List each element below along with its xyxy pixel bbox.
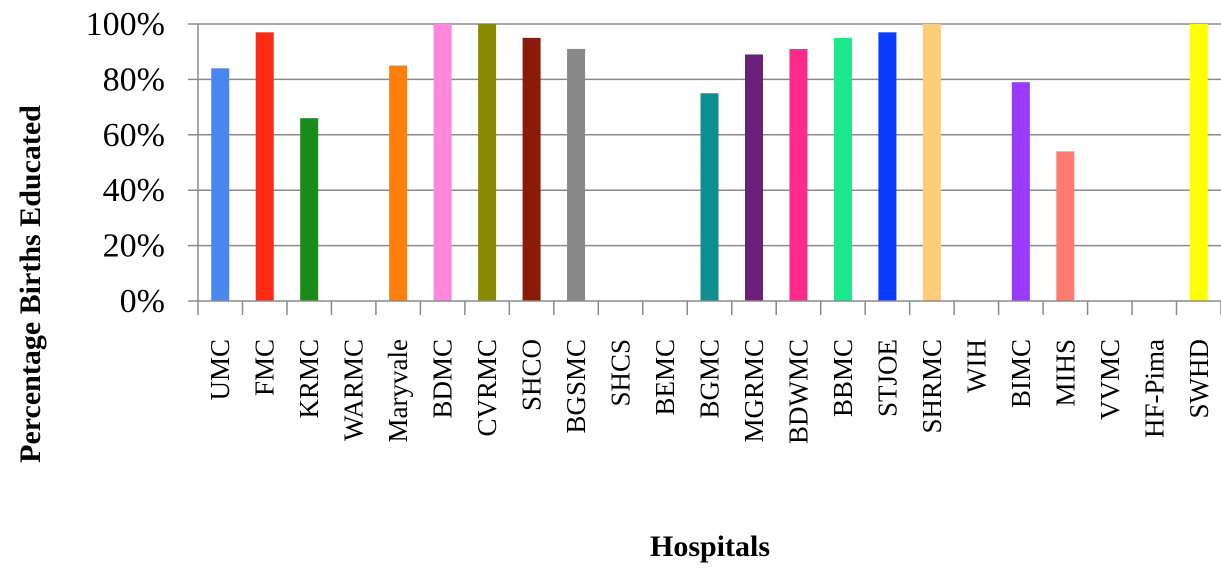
y-tick-labels: 0% 20% 40% 60% 80% 100% [86, 6, 165, 320]
x-tick-label: UMC [205, 339, 235, 401]
bar [1189, 24, 1208, 301]
x-tick-label: WIH [961, 339, 991, 393]
x-tick-label: KRMC [294, 339, 324, 419]
bar [878, 32, 897, 302]
x-tick-label: BBMC [828, 339, 858, 417]
x-tick-label: SHRMC [917, 339, 947, 434]
bar [700, 93, 719, 301]
y-tick-label: 20% [103, 228, 165, 265]
y-tick-label: 0% [120, 283, 165, 320]
x-tick-label: CVRMC [472, 339, 502, 437]
bar [478, 24, 497, 301]
x-tick-label: SHCS [606, 339, 636, 407]
x-tick-label: BGSMC [561, 339, 591, 434]
x-tick-label: MIHS [1050, 339, 1080, 407]
x-tick-label: Maryvale [383, 339, 413, 442]
bar [389, 65, 408, 301]
y-axis-title: Percentage Births Educated [14, 105, 47, 463]
bar [922, 24, 941, 301]
bars [211, 24, 1208, 302]
x-tick-label: HF-Pima [1139, 339, 1169, 438]
x-tick-label: VVMC [1095, 339, 1125, 420]
y-tick-label: 60% [103, 117, 165, 154]
bar [789, 48, 808, 302]
x-tick-label: BGMC [695, 339, 725, 419]
y-tick-label: 80% [103, 61, 165, 98]
x-tick-labels: UMC FMC KRMC WARMC Maryvale BDMC CVRMC SHCO BGSM… [205, 339, 1214, 444]
x-tick-label: BDMC [428, 339, 458, 419]
axes [197, 24, 1221, 315]
x-tick-label: MGRMC [739, 339, 769, 443]
bar [744, 54, 763, 301]
x-tick-label: BEMC [650, 339, 680, 416]
bar [522, 37, 541, 301]
x-tick-label: SHCO [517, 339, 547, 411]
x-tick-label: WARMC [339, 339, 369, 441]
x-tick-label: SWHD [1184, 339, 1214, 419]
bar [211, 68, 230, 301]
bar [567, 48, 586, 302]
bar [1011, 82, 1030, 301]
x-tick-label: STJOE [872, 339, 902, 417]
bar [433, 24, 452, 301]
x-tick-label: BDWMC [783, 339, 813, 444]
x-tick-label: FMC [250, 339, 280, 396]
bar [1056, 151, 1075, 301]
x-tick-label: BIMC [1006, 339, 1036, 408]
bar [255, 32, 274, 302]
y-tick-label: 100% [86, 6, 165, 43]
y-tick-label: 40% [103, 172, 165, 209]
x-axis-title: Hospitals [650, 530, 770, 563]
bar [833, 37, 852, 301]
bar [300, 118, 319, 302]
